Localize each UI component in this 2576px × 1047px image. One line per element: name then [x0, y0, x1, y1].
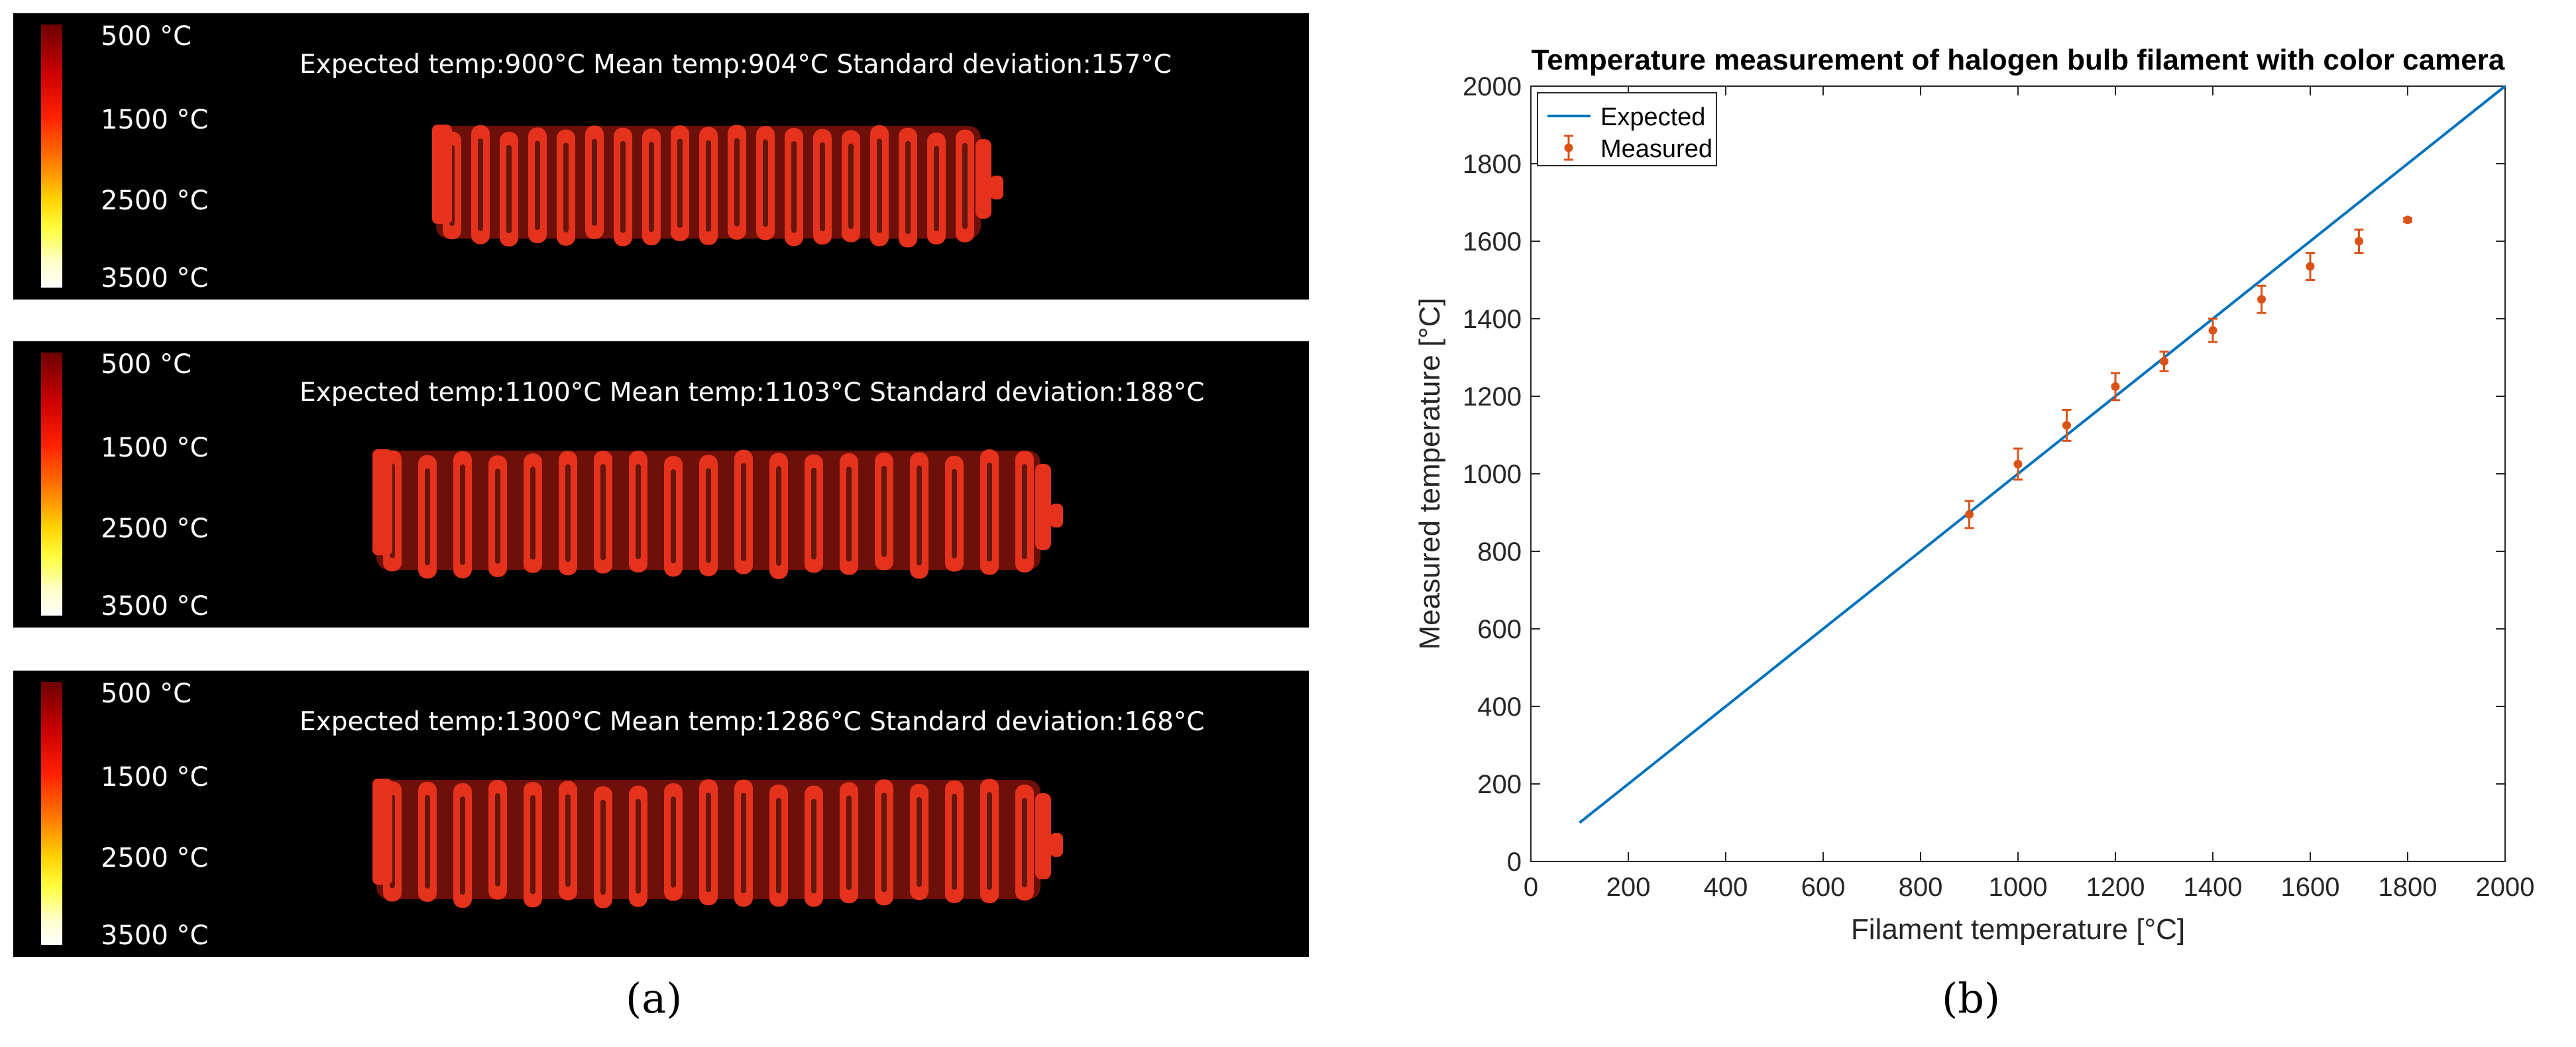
y-tick-label: 1800 — [1463, 150, 1522, 179]
y-tick-label: 1200 — [1463, 382, 1522, 412]
filament-image — [372, 449, 1063, 579]
caption-b: (b) — [1942, 974, 2001, 1022]
y-tick-label: 400 — [1477, 692, 1522, 722]
x-tick-label: 200 — [1606, 873, 1651, 902]
legend-measured-swatch — [1564, 135, 1573, 161]
colorbar-label: 500 °C — [101, 679, 192, 709]
colorbar-label: 3500 °C — [101, 591, 209, 622]
caption-a: (a) — [626, 974, 683, 1022]
measured-point — [2111, 372, 2120, 402]
legend: Expected Measured — [1537, 92, 1717, 166]
legend-expected-label: Expected — [1600, 103, 1705, 131]
chart-title: Temperature measurement of halogen bulb … — [1532, 44, 2505, 76]
x-tick-label: 1400 — [2184, 873, 2243, 902]
y-axis-label: Measured temperature [°C] — [1414, 298, 1446, 649]
measured-point — [2208, 317, 2217, 343]
filament-image — [432, 125, 1003, 248]
measured-point — [2257, 284, 2267, 314]
x-tick-label: 800 — [1899, 873, 1943, 902]
colorbar-label: 1500 °C — [101, 762, 209, 793]
panel-title: Expected temp:900°C Mean temp:904°C Stan… — [300, 50, 1172, 80]
y-tick-label: 1000 — [1463, 460, 1522, 489]
y-tick-label: 2000 — [1463, 72, 1522, 101]
colorbar-label: 1500 °C — [101, 433, 209, 463]
colorbar-label: 1500 °C — [101, 105, 209, 135]
panel-title: Expected temp:1300°C Mean temp:1286°C St… — [300, 707, 1205, 737]
legend-measured-marker — [1564, 135, 1573, 161]
colorbar — [41, 353, 62, 616]
y-tick-label: 1600 — [1463, 227, 1522, 256]
colorbar-label: 3500 °C — [101, 920, 209, 951]
x-tick-label: 1800 — [2379, 873, 2437, 902]
colorbar — [41, 25, 62, 288]
temperature-chart: Temperature measurement of halogen bulb … — [1414, 44, 2535, 946]
panel-title: Expected temp:1100°C Mean temp:1103°C St… — [300, 378, 1205, 408]
measured-point — [2013, 447, 2023, 481]
y-tick-label: 200 — [1477, 770, 1522, 799]
x-tick-label: 2000 — [2476, 873, 2535, 902]
x-axis-label: Filament temperature [°C] — [1851, 913, 2185, 946]
legend-box — [1537, 92, 1717, 166]
legend-measured-label: Measured — [1600, 135, 1712, 163]
thermal-panel-1100: 500 °C 1500 °C 2500 °C 3500 °C Expected … — [13, 341, 1309, 628]
measured-point — [2306, 252, 2315, 281]
x-tick-label: 0 — [1524, 873, 1538, 902]
y-tick-label: 0 — [1507, 848, 1522, 877]
colorbar-label: 2500 °C — [101, 186, 209, 216]
thermal-panel-900: 500 °C 1500 °C 2500 °C 3500 °C Expected … — [13, 13, 1309, 300]
colorbar-label: 2500 °C — [101, 843, 209, 873]
x-tick-label: 1200 — [2086, 873, 2145, 902]
expected-line — [1579, 85, 2506, 824]
colorbar — [41, 682, 62, 945]
x-tick-label: 600 — [1801, 873, 1846, 902]
x-tick-label: 1600 — [2281, 873, 2340, 902]
colorbar-label: 2500 °C — [101, 514, 209, 544]
colorbar-label: 500 °C — [101, 349, 192, 380]
measured-point — [2354, 228, 2364, 254]
y-tick-label: 600 — [1477, 615, 1522, 644]
colorbar-label: 3500 °C — [101, 263, 209, 294]
measured-point — [2403, 215, 2412, 225]
measured-point — [2159, 351, 2169, 372]
thermal-panel-1300: 500 °C 1500 °C 2500 °C 3500 °C Expected … — [13, 671, 1309, 957]
measured-point — [2062, 408, 2072, 442]
colorbar-label: 500 °C — [101, 21, 192, 52]
filament-image — [372, 779, 1063, 909]
measured-point — [1964, 500, 1974, 529]
y-tick-label: 800 — [1477, 537, 1522, 567]
x-tick-label: 1000 — [1989, 873, 2048, 902]
x-tick-label: 400 — [1704, 873, 1748, 902]
y-tick-label: 1400 — [1463, 305, 1522, 334]
